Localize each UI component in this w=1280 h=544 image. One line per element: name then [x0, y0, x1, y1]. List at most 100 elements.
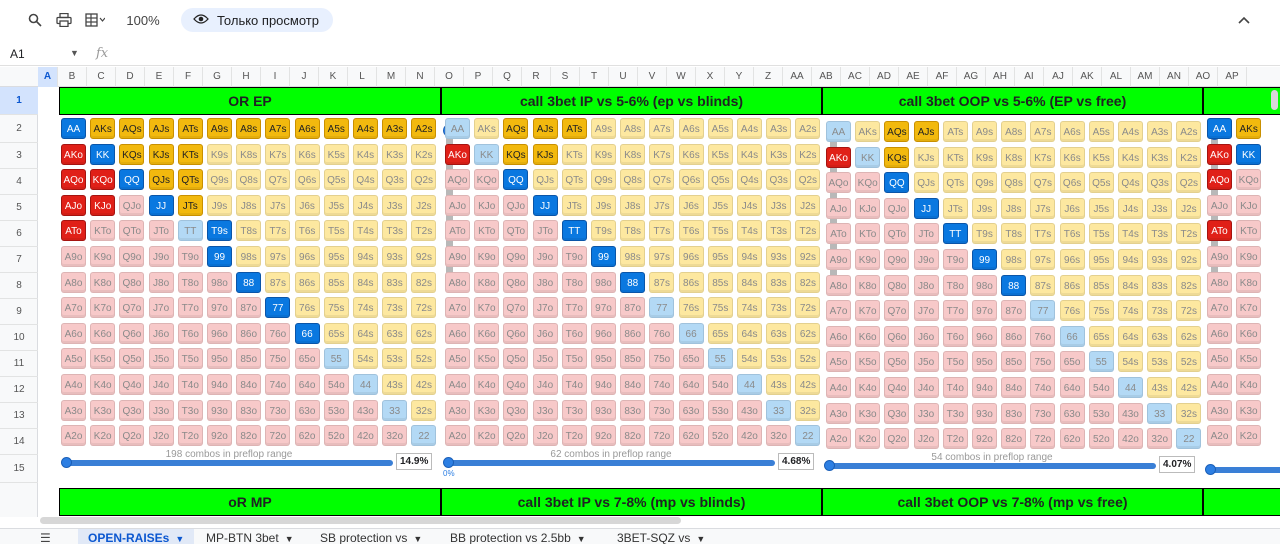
- hand-cell[interactable]: 52o: [1088, 428, 1114, 450]
- hand-cell[interactable]: 55: [323, 348, 349, 370]
- hand-cell[interactable]: 88: [620, 271, 646, 293]
- hand-cell[interactable]: 65s: [1088, 325, 1114, 347]
- hand-cell[interactable]: AKs: [474, 118, 500, 139]
- hand-cell[interactable]: Q7s: [1030, 172, 1056, 194]
- hand-cell[interactable]: 74o: [649, 374, 675, 395]
- hand-cell[interactable]: JTs: [177, 194, 203, 216]
- hand-cell[interactable]: QQ: [884, 172, 910, 194]
- hand-cell[interactable]: A6s: [678, 118, 704, 139]
- column-header[interactable]: O: [435, 67, 464, 87]
- hand-cell[interactable]: K7s: [265, 143, 291, 165]
- hand-cell[interactable]: QJo: [119, 194, 145, 216]
- hand-cell[interactable]: 85s: [707, 271, 733, 293]
- hand-cell[interactable]: 52s: [1176, 351, 1202, 373]
- hand-cell[interactable]: K8o: [855, 274, 881, 296]
- hand-cell[interactable]: 82s: [1176, 274, 1202, 296]
- hand-cell[interactable]: 54o: [1088, 377, 1114, 398]
- column-header[interactable]: Y: [725, 67, 754, 87]
- hand-cell[interactable]: J9o: [532, 246, 558, 267]
- hand-cell[interactable]: 84s: [1118, 274, 1143, 296]
- hand-cell[interactable]: 82o: [236, 425, 262, 447]
- hand-cell[interactable]: KQo: [474, 169, 500, 191]
- hand-cell[interactable]: AKo: [826, 146, 851, 168]
- hand-cell[interactable]: 94s: [353, 246, 378, 267]
- hand-cell[interactable]: K3o: [90, 399, 116, 421]
- hand-cell[interactable]: A8o: [1207, 271, 1232, 293]
- hand-cell[interactable]: Q6s: [1059, 172, 1085, 194]
- hand-cell[interactable]: 52s: [411, 348, 437, 370]
- hand-cell[interactable]: 62s: [1176, 325, 1202, 347]
- hand-cell[interactable]: K7o: [90, 297, 116, 319]
- hand-cell[interactable]: Q6o: [884, 325, 910, 347]
- hand-cell[interactable]: KTo: [855, 223, 881, 245]
- column-header[interactable]: Q: [493, 67, 522, 87]
- column-header[interactable]: X: [696, 67, 725, 87]
- range-horizontal-slider[interactable]: [63, 459, 393, 466]
- hand-cell[interactable]: K5s: [1088, 146, 1114, 168]
- hand-cell[interactable]: K7o: [1236, 297, 1262, 319]
- hand-cell[interactable]: AA: [61, 118, 86, 139]
- hand-cell[interactable]: 84o: [620, 374, 646, 395]
- hand-cell[interactable]: Q4s: [1118, 172, 1143, 194]
- hand-cell[interactable]: 95s: [323, 246, 349, 267]
- hand-cell[interactable]: 73o: [1030, 402, 1056, 424]
- hand-cell[interactable]: 98o: [207, 271, 232, 293]
- hand-cell[interactable]: AQo: [445, 169, 470, 191]
- hand-cell[interactable]: K4s: [737, 143, 762, 165]
- hand-cell[interactable]: 44: [1118, 377, 1143, 398]
- hand-cell[interactable]: K5s: [323, 143, 349, 165]
- column-header[interactable]: AI: [1015, 67, 1044, 87]
- hand-cell[interactable]: A3o: [445, 399, 470, 421]
- hand-cell[interactable]: Q2s: [1176, 172, 1202, 194]
- row-header[interactable]: 15: [0, 455, 38, 483]
- hand-cell[interactable]: Q9s: [591, 169, 616, 191]
- hand-cell[interactable]: 97o: [972, 300, 997, 322]
- hand-cell[interactable]: J4s: [353, 194, 378, 216]
- hand-cell[interactable]: A2s: [795, 118, 821, 139]
- hand-cell[interactable]: 73s: [766, 297, 792, 319]
- hand-cell[interactable]: 62o: [1059, 428, 1085, 450]
- hand-cell[interactable]: K7o: [855, 300, 881, 322]
- hand-cell[interactable]: T8o: [942, 274, 968, 296]
- row-header[interactable]: 5: [0, 195, 38, 221]
- hand-cell[interactable]: 55: [707, 348, 733, 370]
- hand-cell[interactable]: Q4o: [503, 374, 529, 395]
- hand-cell[interactable]: K7s: [649, 143, 675, 165]
- hand-cell[interactable]: 66: [294, 322, 320, 344]
- hand-cell[interactable]: 86o: [1001, 325, 1027, 347]
- hand-cell[interactable]: 96s: [678, 246, 704, 267]
- hand-cell[interactable]: K7o: [474, 297, 500, 319]
- hand-cell[interactable]: J2o: [913, 428, 939, 450]
- hand-cell[interactable]: J4o: [913, 377, 939, 398]
- hand-cell[interactable]: TT: [177, 220, 203, 242]
- hand-cell[interactable]: 74s: [737, 297, 762, 319]
- hand-cell[interactable]: T3o: [561, 399, 587, 421]
- hand-cell[interactable]: Q7s: [649, 169, 675, 191]
- column-header[interactable]: L: [348, 67, 377, 87]
- hand-cell[interactable]: T4s: [1118, 223, 1143, 245]
- hand-cell[interactable]: K4o: [1236, 374, 1262, 395]
- hand-cell[interactable]: 43s: [1147, 377, 1173, 398]
- column-header[interactable]: F: [174, 67, 203, 87]
- hand-cell[interactable]: 87s: [1030, 274, 1056, 296]
- hand-cell[interactable]: K9s: [591, 143, 616, 165]
- hand-cell[interactable]: KJo: [1236, 194, 1262, 216]
- row-header[interactable]: 11: [0, 351, 38, 377]
- hand-cell[interactable]: 98s: [236, 246, 262, 267]
- hand-cell[interactable]: 92o: [972, 428, 997, 450]
- row-header[interactable]: 10: [0, 325, 38, 351]
- hand-cell[interactable]: A4o: [61, 374, 86, 395]
- column-header[interactable]: G: [203, 67, 232, 87]
- hand-cell[interactable]: T9s: [591, 220, 616, 242]
- hand-cell[interactable]: T3s: [766, 220, 792, 242]
- hand-cell[interactable]: J6s: [678, 194, 704, 216]
- hand-cell[interactable]: 76s: [294, 297, 320, 319]
- hand-cell[interactable]: K6s: [1059, 146, 1085, 168]
- hand-cell[interactable]: K4o: [855, 377, 881, 398]
- hand-cell[interactable]: 22: [411, 425, 437, 447]
- hand-cell[interactable]: 95o: [972, 351, 997, 373]
- hand-cell[interactable]: T5o: [942, 351, 968, 373]
- hand-cell[interactable]: 95o: [207, 348, 232, 370]
- hand-cell[interactable]: Q4o: [119, 374, 145, 395]
- hand-cell[interactable]: 96o: [591, 322, 616, 344]
